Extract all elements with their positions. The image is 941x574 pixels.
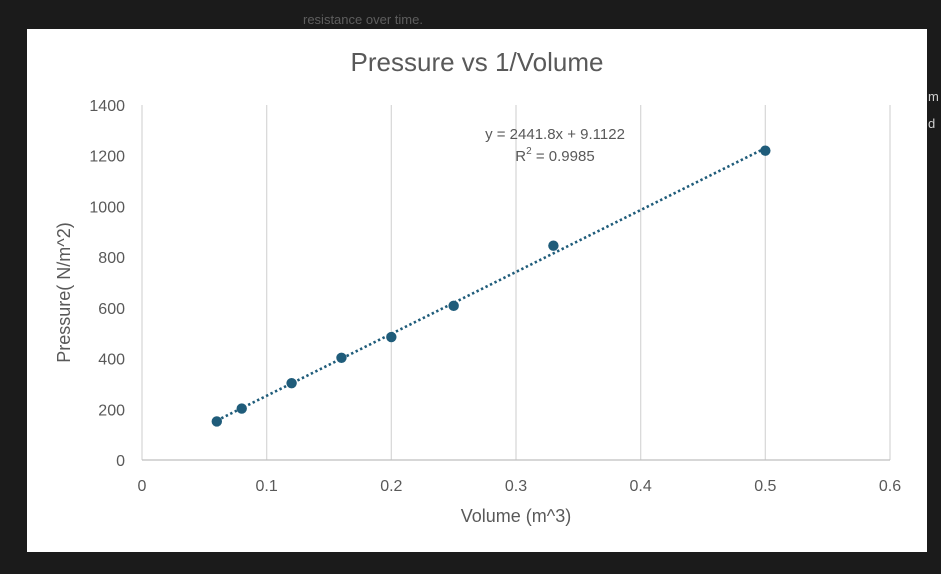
x-tick-label: 0.1 (256, 478, 278, 495)
document-text-fragment: resistance over time. (303, 12, 423, 27)
y-tick-label: 400 (98, 352, 125, 369)
data-point (236, 403, 247, 414)
y-tick-label: 0 (116, 453, 125, 470)
data-point (211, 416, 222, 427)
y-tick-label: 1000 (89, 199, 125, 216)
x-tick-label: 0.3 (505, 478, 527, 495)
y-tick-label: 200 (98, 402, 125, 419)
r-squared-value: = 0.9985 (532, 148, 595, 165)
document-edge-char-1: m (928, 89, 939, 104)
trendline (216, 146, 766, 422)
y-tick-label: 1400 (89, 98, 125, 115)
x-tick-label: 0 (138, 478, 147, 495)
x-tick-label: 0.6 (879, 478, 901, 495)
x-axis-title: Volume (m^3) (461, 506, 571, 526)
data-point (386, 331, 397, 343)
data-point (286, 377, 297, 389)
gridlines (141, 105, 891, 461)
document-edge-char-2: d (928, 116, 936, 131)
x-tick-label: 0.4 (630, 478, 652, 495)
y-tick-label: 800 (98, 250, 125, 267)
data-point (336, 352, 347, 364)
document-background: resistance over time. (0, 0, 941, 30)
tick-labels: 0 0.1 0.2 0.3 0.4 0.5 0.6 0 200 400 600 800 1000 1200… (89, 98, 901, 495)
r-squared-superscript: 2 (526, 146, 532, 157)
x-tick-label: 0.5 (754, 478, 776, 495)
data-point (448, 300, 459, 312)
chart-area[interactable]: Pressure vs 1/Volume Volume (m^3) Pressu… (27, 29, 927, 552)
trendline-path (216, 146, 766, 422)
x-tick-label: 0.2 (380, 478, 402, 495)
y-tick-label: 1200 (89, 149, 125, 166)
r-squared-symbol: R (515, 148, 526, 165)
y-axis-title: Pressure( N/m^2) (54, 222, 74, 362)
data-points (211, 145, 771, 427)
trendline-r-squared: R2 = 0.9985 (515, 146, 594, 165)
scatter-chart: Pressure vs 1/Volume Volume (m^3) Pressu… (54, 47, 901, 526)
chart-title: Pressure vs 1/Volume (351, 47, 604, 77)
data-point (760, 145, 771, 156)
trendline-equation: y = 2441.8x + 9.1122 (485, 126, 625, 143)
y-tick-label: 600 (98, 301, 125, 318)
data-point (548, 240, 559, 251)
